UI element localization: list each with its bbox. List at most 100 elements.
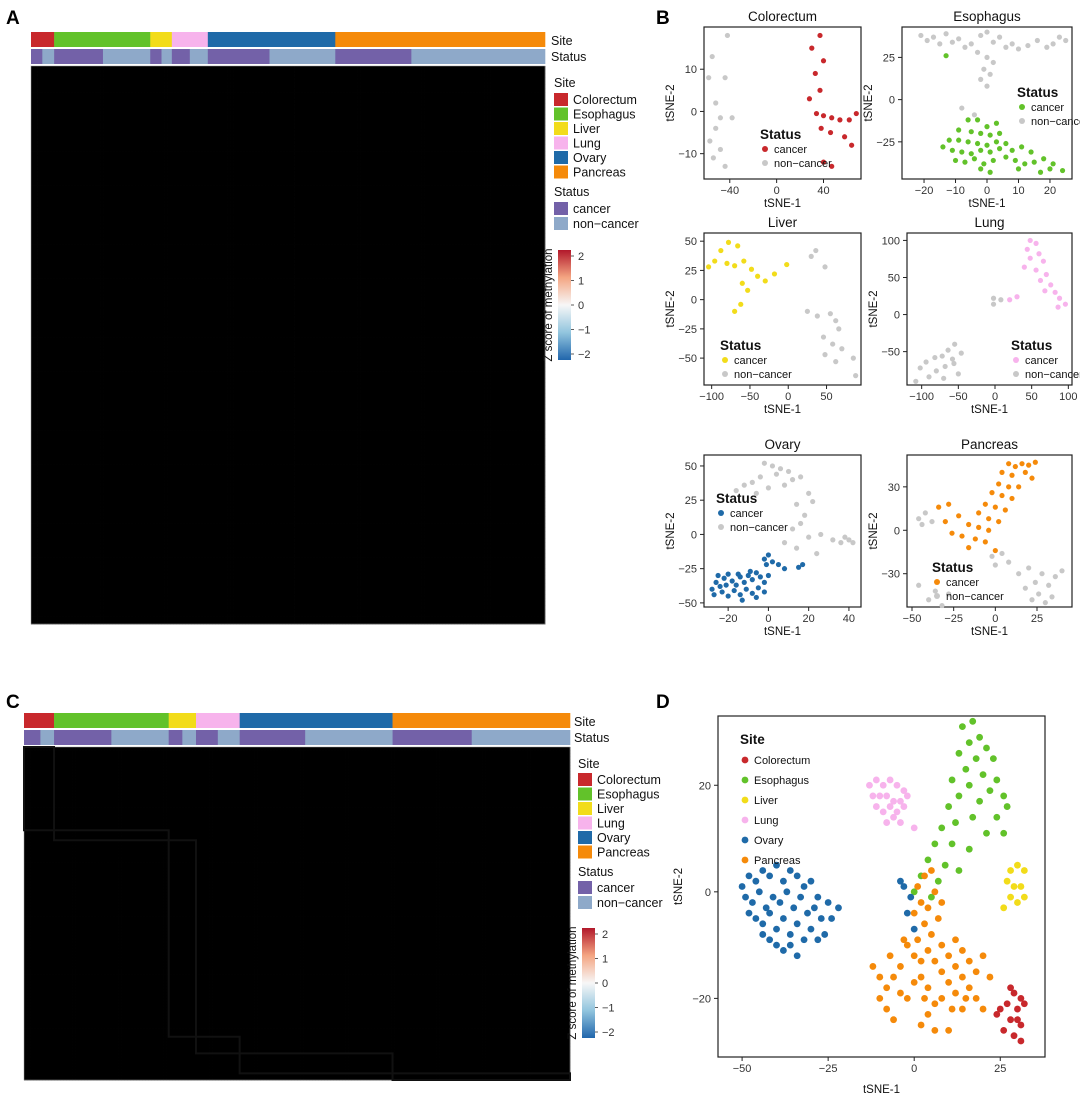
point-esophagus [956,793,963,800]
point-pancreas [952,990,959,997]
point-non-cancer [950,40,955,45]
point-non-cancer [766,485,771,490]
point-cancer [953,158,958,163]
point-non-cancer [1044,45,1049,50]
y-tick-label: −50 [678,353,697,365]
y-tick-label: 25 [685,265,697,277]
point-ovary [825,899,832,906]
point-non-cancer [991,60,996,65]
point-pancreas [945,952,952,959]
point-non-cancer [774,472,779,477]
point-non-cancer [809,254,814,259]
point-cancer [736,572,741,577]
point-non-cancer [934,368,939,373]
point-ovary [746,872,753,879]
point-non-cancer [722,164,727,169]
x-axis-label: tSNE-1 [764,198,801,210]
point-cancer [1006,484,1011,489]
point-non-cancer [956,371,961,376]
point-non-cancer [813,248,818,253]
point-ovary [780,915,787,922]
point-pancreas [959,1006,966,1013]
point-cancer [711,592,716,597]
point-pancreas [918,974,925,981]
a-status-block-2 [54,49,103,64]
point-non-cancer [925,38,930,43]
point-cancer [715,573,720,578]
point-cancer [1029,476,1034,481]
x-tick-label: −50 [733,1063,752,1075]
point-non-cancer [806,491,811,496]
point-pancreas [945,1027,952,1034]
x-tick-label: −25 [944,613,963,625]
point-pancreas [980,952,987,959]
point-cancer [724,582,729,587]
point-non-cancer [802,513,807,518]
x-tick-label: −50 [949,391,968,403]
point-cancer [1025,247,1030,252]
point-esophagus [962,766,969,773]
point-cancer [770,559,775,564]
point-pancreas [973,968,980,975]
legend-c-status-title: Status [578,865,613,879]
point-esophagus [990,755,997,762]
point-non-cancer [794,502,799,507]
point-cancer [943,53,948,58]
y-tick-label: 20 [699,780,711,792]
point-esophagus [987,787,994,794]
point-pancreas [928,931,935,938]
point-non-cancer [839,346,844,351]
point-esophagus [973,755,980,762]
heatmap-c: Site Status [24,713,609,1080]
legend-dot [718,510,724,516]
point-pancreas [949,1006,956,1013]
point-non-cancer [722,75,727,80]
point-cancer [959,533,964,538]
legend-label-1: non−cancer [730,522,788,534]
point-cancer [1036,251,1041,256]
point-ovary [821,931,828,938]
point-cancer [946,502,951,507]
point-cancer [1041,156,1046,161]
point-non-cancer [984,55,989,60]
point-cancer [821,58,826,63]
x-tick-label: 100 [1059,391,1077,403]
point-non-cancer [770,463,775,468]
point-pancreas [962,995,969,1002]
point-pancreas [938,968,945,975]
a-site-block-4 [208,32,336,47]
point-ovary [828,915,835,922]
y-axis-label: tSNE-2 [665,290,677,327]
point-non-cancer [937,41,942,46]
point-pancreas [931,888,938,895]
point-cancer [814,111,819,116]
x-tick-label: −100 [909,391,934,403]
point-cancer [972,156,977,161]
row-label-site-a: Site [551,34,573,48]
point-liver [1021,894,1028,901]
point-non-cancer [919,522,924,527]
point-cancer [940,144,945,149]
point-cancer [1057,296,1062,301]
a-legend-label-esophagus: Esophagus [573,108,636,122]
point-cancer [1051,161,1056,166]
point-colorectum [1007,1016,1014,1023]
point-cancer [732,588,737,593]
a-site-block-3 [172,32,208,47]
y-tick-label: −50 [881,347,900,359]
point-cancer [847,117,852,122]
point-cancer [1003,507,1008,512]
a-status-block-10 [335,49,411,64]
point-cancer [1038,278,1043,283]
point-cancer [755,274,760,279]
legend-dot [934,593,940,599]
point-esophagus [980,771,987,778]
legend-title-b3: Status [720,338,761,353]
point-colorectum [993,1011,1000,1018]
point-colorectum [1014,1016,1021,1023]
point-pancreas [921,995,928,1002]
point-cancer [936,505,941,510]
point-esophagus [1000,793,1007,800]
y-tick-label: 25 [883,52,895,64]
point-cancer [996,481,1001,486]
